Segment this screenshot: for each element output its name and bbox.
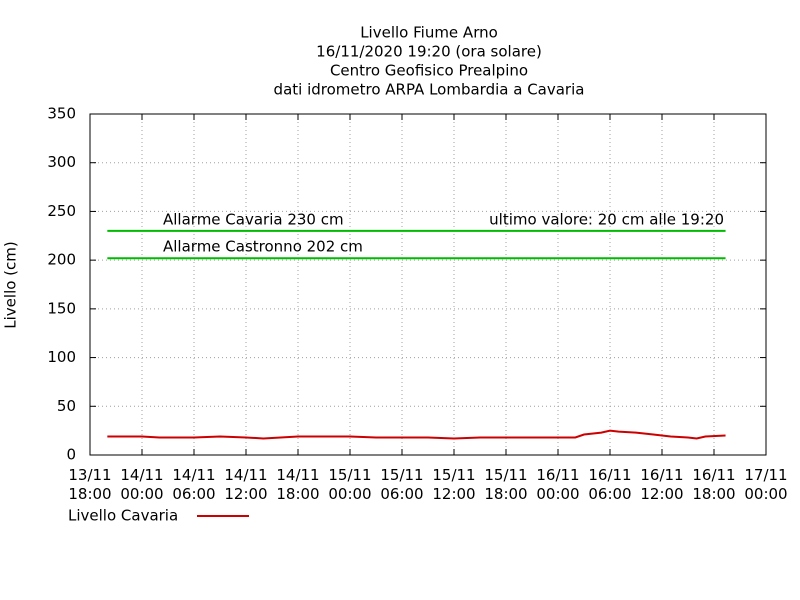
x-tick-label: 14/11 12:00 — [224, 466, 267, 503]
chart-title: Centro Geofisico Prealpino — [330, 62, 528, 80]
legend-label: Livello Cavaria — [68, 507, 178, 525]
y-tick-label: 300 — [47, 153, 76, 171]
y-tick-label: 50 — [57, 397, 76, 415]
chart-title: dati idrometro ARPA Lombardia a Cavaria — [274, 81, 585, 99]
data-line — [107, 429, 726, 440]
threshold-label: Allarme Castronno 202 cm — [163, 238, 363, 256]
x-tick-label: 17/11 00:00 — [744, 466, 787, 503]
x-tick-label: 14/11 06:00 — [172, 466, 215, 503]
plot-frame — [89, 113, 767, 456]
chart-title: 16/11/2020 19:20 (ora solare) — [316, 43, 542, 61]
x-tick-label: 15/11 00:00 — [328, 466, 371, 503]
y-tick-label: 0 — [66, 446, 76, 464]
x-tick-label: 16/11 06:00 — [588, 466, 631, 503]
x-tick-label: 13/11 18:00 — [68, 466, 111, 503]
chart-title: Livello Fiume Arno — [360, 24, 498, 42]
x-tick-label: 16/11 00:00 — [536, 466, 579, 503]
x-tick-label: 14/11 00:00 — [120, 466, 163, 503]
x-tick-label: 16/11 12:00 — [640, 466, 683, 503]
x-tick-label: 15/11 06:00 — [380, 466, 423, 503]
x-tick-label: 14/11 18:00 — [276, 466, 319, 503]
y-axis-label: Livello (cm) — [2, 241, 20, 328]
threshold-label: Allarme Cavaria 230 cm — [163, 210, 344, 228]
y-tick-label: 350 — [47, 105, 76, 123]
x-tick-label: 15/11 12:00 — [432, 466, 475, 503]
x-tick-label: 16/11 18:00 — [692, 466, 735, 503]
y-tick-label: 150 — [47, 299, 76, 317]
y-tick-label: 250 — [47, 202, 76, 220]
y-tick-label: 200 — [47, 251, 76, 269]
annotation: ultimo valore: 20 cm alle 19:20 — [489, 210, 724, 228]
x-tick-label: 15/11 18:00 — [484, 466, 527, 503]
y-tick-label: 100 — [47, 348, 76, 366]
